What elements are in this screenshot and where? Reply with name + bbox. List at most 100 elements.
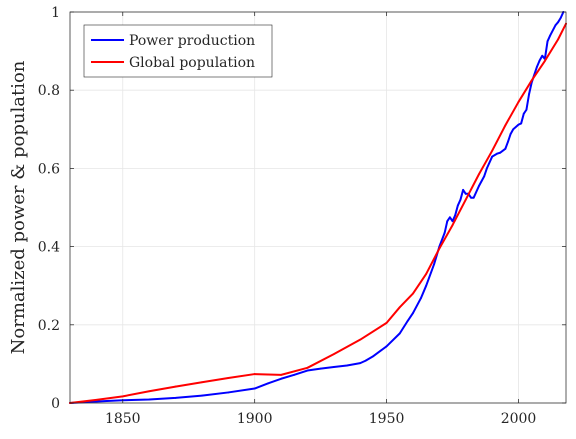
data-point: [472, 196, 475, 199]
data-point: [201, 394, 203, 397]
data-point: [459, 198, 462, 201]
y-tick-labels: 0 0.2 0.4 0.6 0.8 1: [38, 5, 60, 412]
data-point: [446, 220, 449, 223]
data-point: [454, 214, 457, 217]
data-point: [517, 123, 520, 126]
y-tick-label: 0.8: [38, 83, 60, 99]
data-point: [478, 173, 480, 176]
data-point: [280, 373, 282, 376]
series-line-1: [69, 22, 567, 404]
legend-box: [83, 24, 273, 78]
data-point: [530, 79, 533, 82]
data-point: [372, 355, 375, 357]
data-point: [451, 224, 454, 226]
data-point: [412, 292, 414, 295]
data-point: [507, 140, 509, 143]
data-point: [398, 306, 401, 309]
data-point: [512, 128, 515, 131]
data-point: [478, 185, 480, 187]
data-point: [464, 198, 467, 201]
y-tick-label: 0.2: [38, 318, 60, 334]
y-tick-label: 1: [51, 5, 60, 21]
data-point: [517, 101, 520, 103]
y-tick-label: 0.4: [38, 240, 60, 256]
tick-marks: [70, 11, 566, 404]
data-point: [280, 377, 282, 380]
data-point: [536, 65, 538, 68]
data-point: [504, 124, 507, 127]
data-point: [559, 16, 562, 19]
data-point: [398, 332, 401, 335]
data-point: [499, 151, 501, 154]
data-point: [443, 232, 446, 234]
data-point: [557, 21, 559, 24]
series-group: [69, 11, 567, 404]
x-tick-label: 1950: [369, 411, 405, 427]
legend: Power production Global population: [83, 24, 273, 78]
data-point: [528, 93, 530, 96]
data-point: [227, 391, 230, 394]
data-point: [483, 175, 486, 178]
data-point: [227, 377, 230, 379]
data-point: [201, 381, 203, 384]
data-point: [525, 108, 528, 111]
data-point: [425, 273, 428, 275]
data-point: [174, 397, 177, 399]
y-tick-label: 0: [51, 396, 60, 412]
data-point: [546, 40, 549, 43]
data-point: [148, 390, 151, 393]
x-tick-label: 2000: [501, 411, 537, 427]
legend-label-population: Global population: [129, 55, 255, 71]
data-point: [253, 373, 256, 375]
data-point: [346, 364, 348, 367]
data-point: [385, 321, 388, 324]
data-point: [148, 398, 151, 401]
legend-label-power: Power production: [129, 33, 255, 49]
data-point: [359, 338, 362, 341]
data-point: [491, 149, 494, 152]
data-point: [549, 34, 552, 37]
data-point: [464, 192, 467, 195]
data-point: [121, 395, 124, 398]
data-point: [306, 369, 309, 372]
x-tick-label: 1900: [237, 411, 273, 427]
data-point: [174, 385, 177, 388]
data-point: [253, 387, 256, 390]
data-point: [385, 345, 388, 348]
data-point: [332, 353, 335, 356]
data-point: [406, 319, 409, 322]
data-point: [456, 204, 459, 207]
data-point: [496, 152, 499, 155]
data-point: [419, 297, 422, 300]
data-point: [95, 398, 98, 401]
data-point: [306, 366, 309, 369]
data-point: [462, 189, 465, 191]
y-tick-label: 0.6: [38, 161, 60, 177]
data-point: [451, 220, 454, 223]
data-point: [380, 349, 383, 352]
data-point: [412, 312, 414, 314]
data-point: [538, 59, 541, 62]
x-tick-labels: 1850 1900 1950 2000: [105, 411, 536, 427]
data-point: [359, 362, 362, 365]
data-point: [485, 167, 488, 170]
data-point: [470, 196, 472, 199]
data-point: [332, 366, 335, 368]
data-point: [557, 38, 559, 41]
data-point: [522, 112, 525, 115]
data-point: [543, 59, 546, 62]
data-point: [509, 133, 512, 135]
data-point: [438, 247, 441, 250]
data-point: [449, 216, 451, 219]
data-point: [504, 147, 507, 150]
data-point: [425, 284, 428, 287]
data-point: [433, 263, 435, 266]
data-point: [266, 382, 269, 385]
data-point: [541, 54, 544, 57]
data-point: [364, 359, 367, 362]
data-point: [293, 373, 296, 376]
data-point: [520, 122, 523, 125]
data-point: [491, 155, 494, 158]
